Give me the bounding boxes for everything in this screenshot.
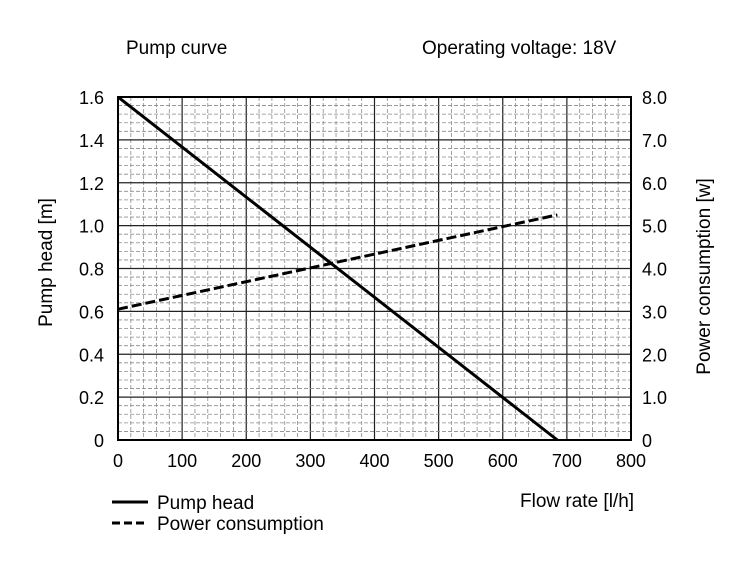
grid [118, 97, 631, 440]
legend-label-power-consumption: Power consumption [157, 514, 324, 535]
y-tick-label: 1.2 [79, 174, 104, 194]
y2-tick-label: 8.0 [642, 88, 667, 108]
y2-tick-label: 5.0 [642, 217, 667, 237]
y-tick-label: 1.0 [79, 217, 104, 237]
y-tick-label: 0.2 [79, 388, 104, 408]
y2-axis-label: Power consumption [w] [694, 178, 715, 374]
x-tick-label: 500 [424, 451, 454, 471]
chart-subtitle: Operating voltage: 18V [422, 38, 617, 59]
series-line-power-consumption [117, 213, 558, 311]
y-tick-label: 1.4 [79, 131, 104, 151]
chart-title: Pump curve [126, 38, 228, 59]
x-tick-label: 100 [167, 451, 197, 471]
y2-tick-label: 3.0 [642, 302, 667, 322]
y2-tick-label: 4.0 [642, 260, 667, 280]
x-tick-label: 400 [359, 451, 389, 471]
y-axis-label: Pump head [m] [36, 198, 57, 327]
x-tick-label: 800 [616, 451, 646, 471]
y2-tick-label: 6.0 [642, 174, 667, 194]
y2-tick-label: 2.0 [642, 345, 667, 365]
legend-label-pump-head: Pump head [157, 493, 254, 514]
x-axis-label: Flow rate [l/h] [520, 491, 635, 512]
y-tick-label: 0.4 [79, 345, 104, 365]
x-tick-label: 700 [552, 451, 582, 471]
y-tick-label: 0 [94, 431, 104, 451]
legend: Pump head Power consumption [112, 493, 324, 535]
x-tick-label: 300 [295, 451, 325, 471]
y2-tick-label: 0 [642, 431, 652, 451]
y-tick-label: 1.6 [79, 88, 104, 108]
y-tick-label: 0.6 [79, 302, 104, 322]
plot-frame [117, 96, 632, 441]
y2-tick-label: 1.0 [642, 388, 667, 408]
x-tick-label: 600 [488, 451, 518, 471]
series-line-pump-head [117, 95, 559, 442]
y-tick-label: 0.8 [79, 260, 104, 280]
x-tick-label: 200 [231, 451, 261, 471]
tick-labels: 0 100 200 300 400 500 600 700 80000.20.40.60.81.… [79, 88, 667, 471]
y2-tick-label: 7.0 [642, 131, 667, 151]
x-tick-label: 0 [113, 451, 123, 471]
series [117, 95, 559, 442]
